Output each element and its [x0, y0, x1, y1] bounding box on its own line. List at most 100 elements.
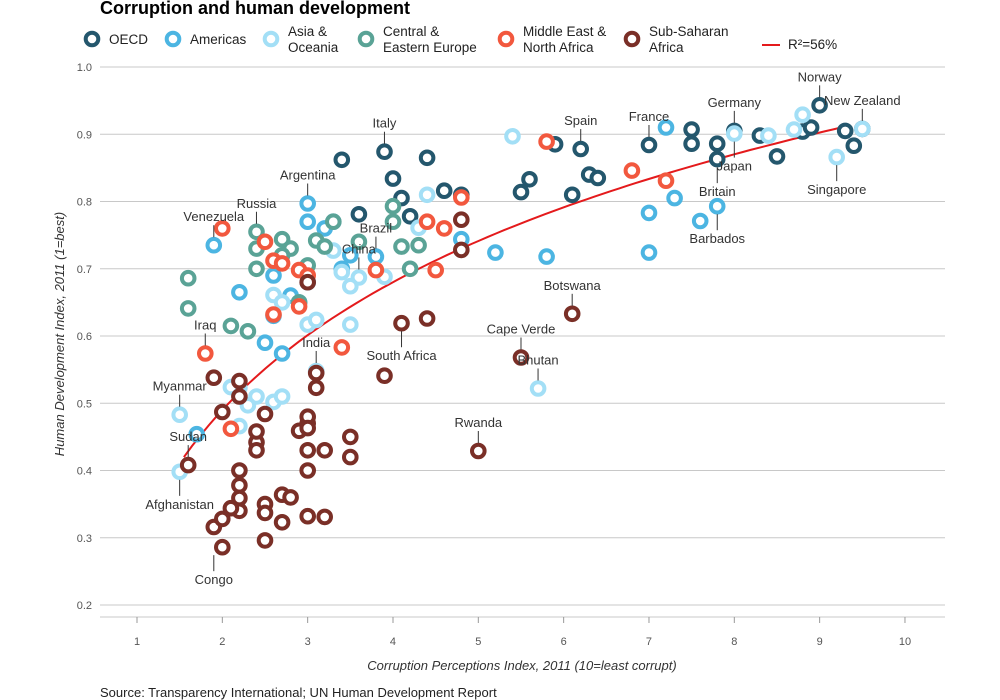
point-oecd — [683, 121, 700, 138]
point-label: France — [629, 109, 669, 124]
point-americas — [231, 284, 248, 301]
point-oecd — [563, 186, 581, 204]
point-asia-oceania — [171, 406, 188, 424]
point-middle-east-north-africa — [538, 133, 555, 150]
point-label: New Zealand — [824, 93, 901, 108]
legend-label: Americas — [190, 32, 247, 47]
point-central-eastern-europe — [384, 213, 402, 230]
point-label: Iraq — [194, 317, 216, 332]
y-tick-label: 0.3 — [77, 533, 92, 545]
point-sub-saharan-africa — [231, 477, 248, 494]
point-asia-oceania — [529, 380, 547, 397]
point-asia-oceania — [828, 148, 846, 166]
y-tick-label: 0.5 — [77, 398, 92, 410]
x-tick-label: 10 — [899, 636, 911, 648]
point-oecd — [350, 206, 368, 223]
legend-label: Sub-Saharan — [649, 24, 729, 39]
x-tick-label: 8 — [731, 636, 737, 648]
point-americas — [708, 197, 726, 215]
point-label: Botswana — [544, 278, 602, 293]
point-label: Congo — [195, 572, 233, 587]
point-sub-saharan-africa — [316, 442, 334, 459]
point-middle-east-north-africa — [427, 261, 445, 279]
y-tick-label: 0.6 — [77, 331, 92, 343]
point-oecd — [512, 183, 530, 201]
trend-line — [183, 126, 842, 458]
point-sub-saharan-africa — [563, 305, 581, 323]
point-middle-east-north-africa — [333, 339, 351, 356]
point-label: Norway — [798, 69, 843, 84]
point-sub-saharan-africa — [299, 419, 317, 437]
point-label: India — [302, 335, 331, 350]
data-points — [171, 97, 871, 556]
point-middle-east-north-africa — [290, 298, 308, 315]
point-oecd — [435, 182, 453, 199]
x-tick-label: 1 — [134, 636, 140, 648]
point-sub-saharan-africa — [418, 310, 436, 327]
point-central-eastern-europe — [393, 238, 410, 255]
point-americas — [640, 244, 658, 261]
legend-marker — [83, 30, 101, 48]
chart-title: Corruption and human development — [100, 0, 410, 18]
x-tick-label: 2 — [219, 636, 225, 648]
point-sub-saharan-africa — [179, 456, 197, 474]
point-asia-oceania — [342, 316, 359, 333]
point-label: Bhutan — [517, 352, 558, 367]
x-tick-label: 5 — [475, 636, 481, 648]
point-label: Singapore — [807, 182, 866, 197]
point-middle-east-north-africa — [418, 213, 436, 230]
point-sub-saharan-africa — [256, 532, 274, 549]
point-asia-oceania — [342, 277, 359, 295]
legend-label: Asia & — [288, 24, 327, 39]
point-sub-saharan-africa — [256, 405, 274, 423]
point-oecd — [836, 122, 854, 140]
point-sub-saharan-africa — [282, 489, 299, 506]
legend-marker — [164, 30, 182, 48]
point-central-eastern-europe — [179, 269, 197, 287]
point-label: Spain — [564, 113, 597, 128]
legend: OECD Americas Asia &Oceania Central &Easter… — [83, 24, 837, 55]
y-tick-label: 0.2 — [77, 600, 92, 612]
point-sub-saharan-africa — [299, 273, 317, 291]
point-label: Russia — [237, 196, 278, 211]
point-sub-saharan-africa — [342, 448, 359, 466]
point-central-eastern-europe — [179, 300, 197, 317]
point-central-eastern-europe — [401, 260, 419, 278]
y-axis-title: Human Development Index, 2011 (1=best) — [52, 212, 67, 456]
point-sub-saharan-africa — [214, 510, 231, 528]
point-americas — [657, 119, 675, 136]
point-asia-oceania — [785, 121, 803, 138]
point-label: Afghanistan — [145, 497, 214, 512]
point-oecd — [418, 149, 436, 167]
point-central-eastern-europe — [222, 317, 240, 335]
point-middle-east-north-africa — [435, 220, 453, 237]
point-oecd — [811, 97, 828, 114]
legend-marker — [262, 30, 280, 48]
point-label: Brazil — [360, 221, 393, 236]
point-sub-saharan-africa — [231, 462, 248, 479]
point-asia-oceania — [273, 294, 291, 311]
point-sub-saharan-africa — [342, 428, 359, 446]
point-oecd — [384, 170, 402, 187]
point-asia-oceania — [307, 311, 325, 329]
point-sub-saharan-africa — [231, 388, 248, 405]
y-tick-label: 0.4 — [77, 466, 92, 478]
point-sub-saharan-africa — [273, 514, 291, 531]
point-oecd — [683, 135, 700, 152]
x-axis-title: Corruption Perceptions Index, 2011 (10=l… — [367, 658, 676, 673]
x-tick-label: 9 — [817, 636, 823, 648]
point-asia-oceania — [333, 263, 351, 281]
point-asia-oceania — [726, 125, 743, 142]
point-americas — [299, 195, 317, 212]
point-label: Britain — [699, 184, 736, 199]
point-label: South Africa — [366, 348, 437, 363]
point-central-eastern-europe — [410, 236, 427, 254]
point-americas — [691, 212, 709, 230]
point-oecd — [708, 150, 726, 168]
point-americas — [640, 204, 658, 222]
point-americas — [265, 267, 282, 284]
point-label: Rwanda — [454, 415, 502, 430]
point-sub-saharan-africa — [248, 423, 265, 440]
legend-marker — [357, 30, 375, 48]
